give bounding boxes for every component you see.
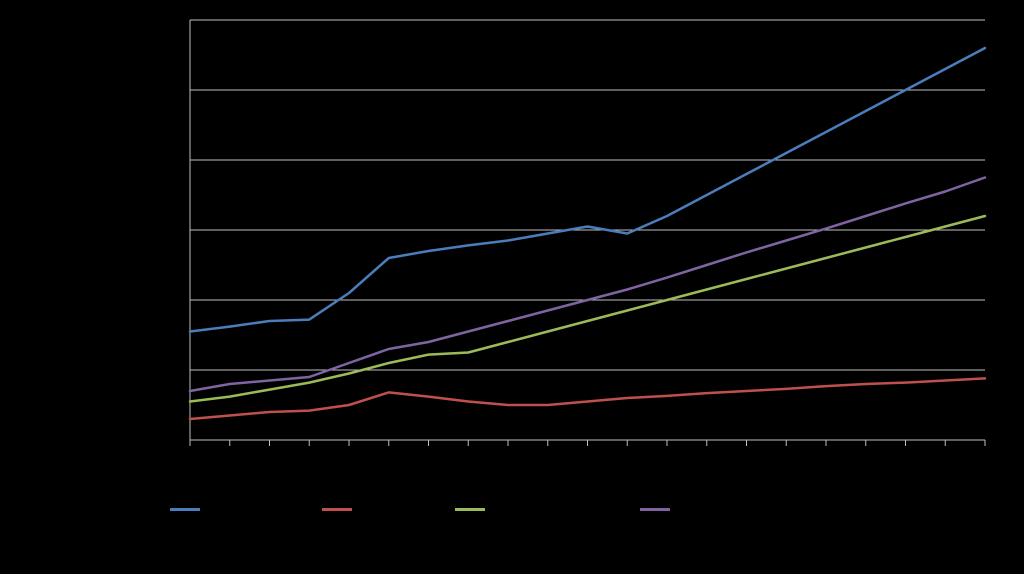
- legend-swatch-2: [455, 508, 485, 511]
- line-chart: [0, 0, 1024, 569]
- legend-swatch-1: [322, 508, 352, 511]
- legend-swatch-3: [640, 508, 670, 511]
- chart-svg: [0, 0, 1024, 569]
- legend-swatch-0: [170, 508, 200, 511]
